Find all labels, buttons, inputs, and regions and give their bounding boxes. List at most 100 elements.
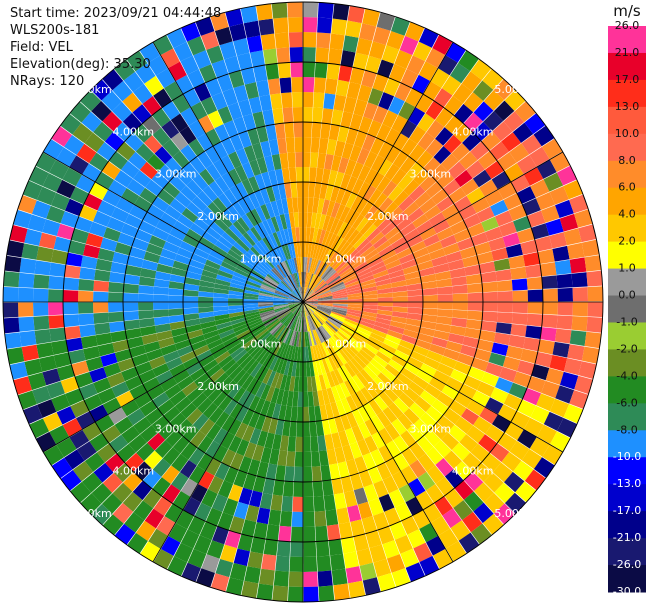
velocity-cell xyxy=(278,263,288,277)
velocity-cell xyxy=(359,368,374,384)
velocity-cell xyxy=(229,185,243,202)
velocity-cell xyxy=(452,309,468,319)
velocity-cell xyxy=(435,323,452,333)
velocity-cell xyxy=(330,353,341,369)
velocity-cell xyxy=(243,304,259,309)
range-ring-label: 1.00km xyxy=(325,337,367,350)
velocity-cell xyxy=(209,368,225,383)
velocity-cell xyxy=(222,380,237,396)
velocity-cell xyxy=(462,511,483,533)
velocity-cell xyxy=(243,298,259,302)
velocity-cell xyxy=(198,306,214,313)
velocity-cell xyxy=(337,366,348,383)
velocity-cell xyxy=(46,205,65,224)
velocity-cell xyxy=(124,512,145,533)
velocity-cell xyxy=(194,82,212,102)
velocity-cell xyxy=(228,224,243,239)
velocity-cell xyxy=(340,269,355,280)
velocity-cell xyxy=(328,277,342,287)
velocity-cell xyxy=(345,20,362,38)
velocity-cell xyxy=(139,161,158,180)
velocity-cell xyxy=(221,415,236,432)
velocity-cell xyxy=(391,418,407,436)
velocity-cell xyxy=(210,12,229,31)
velocity-cell xyxy=(48,315,65,329)
velocity-cell xyxy=(243,292,259,298)
velocity-cell xyxy=(262,335,275,349)
velocity-cell xyxy=(296,242,301,258)
velocity-cell xyxy=(245,211,258,227)
velocity-cell xyxy=(442,179,461,196)
velocity-cell xyxy=(51,393,71,412)
velocity-cell xyxy=(273,298,289,302)
velocity-cell xyxy=(169,321,186,331)
velocity-cell xyxy=(274,306,289,313)
velocity-cell xyxy=(201,325,218,335)
velocity-cell xyxy=(235,181,249,199)
velocity-cell xyxy=(278,404,287,421)
velocity-cell xyxy=(245,377,258,393)
azimuth-spoke xyxy=(42,301,304,453)
velocity-cell xyxy=(350,195,363,211)
velocity-cell xyxy=(275,419,285,436)
velocity-cell xyxy=(273,303,289,307)
velocity-cell xyxy=(235,148,249,165)
velocity-cell xyxy=(256,507,271,525)
velocity-cell xyxy=(249,272,264,282)
velocity-cell xyxy=(451,317,468,328)
velocity-cell xyxy=(493,332,511,346)
velocity-cell xyxy=(89,182,108,200)
velocity-cell xyxy=(233,323,249,333)
velocity-cell xyxy=(68,349,86,365)
velocity-cell xyxy=(313,495,325,512)
velocity-cell xyxy=(243,289,259,295)
velocity-cell xyxy=(78,313,95,326)
colorbar-bin xyxy=(608,295,646,323)
velocity-cell xyxy=(272,356,282,373)
velocity-cell xyxy=(134,392,153,409)
velocity-cell xyxy=(89,152,109,172)
velocity-cell xyxy=(357,271,373,281)
velocity-cell xyxy=(314,281,327,293)
velocity-cell xyxy=(350,392,363,409)
velocity-cell xyxy=(341,536,357,554)
velocity-cell xyxy=(381,368,397,383)
velocity-cell xyxy=(97,248,115,262)
velocity-cell xyxy=(333,219,344,236)
velocity-cell xyxy=(353,332,368,343)
velocity-cell xyxy=(341,142,354,160)
velocity-cell xyxy=(338,430,350,447)
velocity-cell xyxy=(102,514,124,536)
velocity-cell xyxy=(433,370,451,385)
colorbar-bin xyxy=(608,52,646,81)
velocity-cell xyxy=(352,374,365,390)
velocity-cell xyxy=(474,348,492,362)
velocity-cell xyxy=(33,315,50,331)
velocity-cell xyxy=(355,390,369,406)
velocity-cell xyxy=(365,530,382,549)
velocity-cell xyxy=(291,330,297,347)
velocity-cell xyxy=(237,52,253,71)
velocity-cell xyxy=(265,354,276,369)
velocity-cell xyxy=(400,430,417,448)
velocity-cell xyxy=(108,311,124,323)
velocity-cell xyxy=(408,107,426,126)
velocity-cell xyxy=(447,259,465,271)
velocity-cell xyxy=(501,132,522,152)
velocity-cell xyxy=(316,261,326,276)
velocity-cell xyxy=(484,189,504,207)
velocity-cell xyxy=(409,459,427,478)
velocity-cell xyxy=(258,18,275,36)
velocity-cell xyxy=(433,439,452,458)
velocity-cell xyxy=(213,217,229,232)
range-ring-label: 5.00km xyxy=(494,83,536,96)
velocity-cell xyxy=(336,507,350,525)
velocity-cell xyxy=(275,288,290,296)
velocity-cell xyxy=(314,344,322,360)
velocity-cell xyxy=(511,410,531,430)
velocity-cell xyxy=(361,70,377,88)
velocity-cell xyxy=(301,272,303,288)
velocity-cell xyxy=(284,182,292,199)
velocity-cell xyxy=(422,302,438,309)
velocity-cell xyxy=(103,362,121,378)
